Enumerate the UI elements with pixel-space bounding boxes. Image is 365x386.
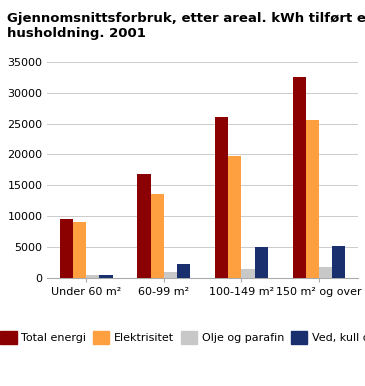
Bar: [73, 222, 86, 278]
Bar: [60, 218, 73, 278]
Bar: [254, 247, 268, 278]
Legend: Total energi, Elektrisitet, Olje og parafin, Ved, kull og koks: Total energi, Elektrisitet, Olje og para…: [0, 327, 365, 349]
Bar: [177, 264, 190, 278]
Bar: [241, 269, 254, 278]
Bar: [293, 77, 306, 278]
Bar: [99, 276, 112, 278]
Bar: [306, 120, 319, 278]
Text: Gjennomsnittsforbruk, etter areal. kWh tilført energi per
husholdning. 2001: Gjennomsnittsforbruk, etter areal. kWh t…: [7, 12, 365, 40]
Bar: [319, 267, 332, 278]
Bar: [215, 117, 228, 278]
Bar: [228, 156, 241, 278]
Bar: [332, 246, 345, 278]
Bar: [138, 174, 151, 278]
Bar: [164, 272, 177, 278]
Bar: [151, 194, 164, 278]
Bar: [86, 275, 99, 278]
